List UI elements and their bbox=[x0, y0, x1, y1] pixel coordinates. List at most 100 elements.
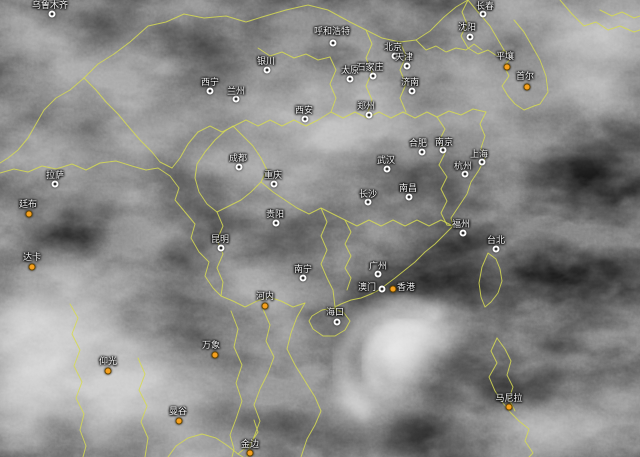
city-label: 兰州 bbox=[226, 87, 246, 97]
cloud-blob bbox=[480, 0, 600, 27]
administrative-border bbox=[467, 47, 505, 57]
cloud-blob bbox=[380, 256, 510, 340]
cloud-blob bbox=[110, 0, 490, 60]
city-label: 南京 bbox=[434, 138, 454, 148]
cloud-blob bbox=[135, 35, 335, 145]
cloud-blob bbox=[475, 95, 640, 245]
city-label: 澳门 bbox=[357, 283, 377, 293]
cloud-blob bbox=[125, 400, 295, 457]
administrative-border bbox=[0, 160, 222, 297]
cloud-blob bbox=[325, 222, 415, 274]
cloud-blob bbox=[180, 110, 370, 214]
city-marker-foreign bbox=[175, 417, 183, 425]
city-marker-foreign bbox=[25, 210, 33, 218]
city-marker-domestic bbox=[492, 245, 500, 253]
cloud-blob bbox=[342, 308, 454, 396]
city-marker-foreign bbox=[505, 403, 513, 411]
administrative-border bbox=[488, 337, 534, 457]
city-label: 呼和浩特 bbox=[313, 27, 351, 37]
cloud-blob bbox=[407, 98, 517, 162]
city-label: 广州 bbox=[368, 262, 388, 272]
administrative-border bbox=[513, 19, 549, 107]
city-marker-domestic bbox=[206, 87, 214, 95]
typhoon-spiral-outer bbox=[334, 297, 445, 423]
administrative-border bbox=[69, 303, 87, 457]
city-marker-domestic bbox=[369, 72, 377, 80]
city-marker-foreign bbox=[503, 63, 511, 71]
city-marker-domestic bbox=[408, 87, 416, 95]
city-marker-domestic bbox=[232, 95, 240, 103]
city-marker-domestic bbox=[346, 75, 354, 83]
city-label: 廷布 bbox=[18, 200, 38, 210]
city-label: 长春 bbox=[475, 2, 495, 12]
city-marker-domestic bbox=[329, 39, 337, 47]
city-label: 仰光 bbox=[98, 357, 118, 367]
city-marker-domestic bbox=[478, 158, 486, 166]
cloud-blob bbox=[360, 0, 500, 36]
city-marker-domestic bbox=[263, 66, 271, 74]
city-marker-foreign bbox=[261, 302, 269, 310]
administrative-border bbox=[559, 0, 640, 33]
city-label: 拉萨 bbox=[45, 171, 65, 181]
city-marker-foreign bbox=[389, 285, 397, 293]
administrative-border bbox=[344, 219, 454, 227]
city-marker-domestic bbox=[301, 115, 309, 123]
administrative-border bbox=[330, 111, 438, 119]
cloud-blob bbox=[250, 415, 410, 457]
administrative-border bbox=[216, 211, 224, 297]
cloud-blob bbox=[430, 38, 590, 134]
administrative-border bbox=[83, 0, 469, 79]
city-marker-domestic bbox=[374, 270, 382, 278]
city-marker-domestic bbox=[270, 180, 278, 188]
city-label: 福州 bbox=[451, 220, 471, 230]
administrative-border bbox=[220, 295, 306, 308]
cloud-blob bbox=[15, 320, 245, 457]
city-marker-domestic bbox=[383, 165, 391, 173]
administrative-border bbox=[501, 57, 535, 111]
administrative-border bbox=[229, 310, 243, 457]
city-label: 马尼拉 bbox=[495, 394, 523, 404]
city-label: 长沙 bbox=[358, 190, 378, 200]
city-marker-domestic bbox=[461, 170, 469, 178]
city-label: 西宁 bbox=[200, 78, 220, 88]
city-marker-foreign bbox=[28, 263, 36, 271]
city-label: 万象 bbox=[201, 341, 221, 351]
city-marker-domestic bbox=[365, 111, 373, 119]
city-label: 重庆 bbox=[263, 171, 283, 181]
city-marker-domestic bbox=[439, 146, 447, 154]
administrative-border bbox=[467, 0, 512, 59]
administrative-border bbox=[308, 307, 351, 337]
city-label: 武汉 bbox=[376, 156, 396, 166]
cloud-blob bbox=[530, 6, 640, 118]
city-label: 石家庄 bbox=[356, 63, 384, 73]
administrative-border bbox=[83, 77, 173, 169]
city-label: 昆明 bbox=[210, 235, 230, 245]
cloud-blob bbox=[245, 300, 355, 364]
city-marker-foreign bbox=[211, 351, 219, 359]
city-label: 上海 bbox=[469, 150, 489, 160]
administrative-border bbox=[365, 29, 373, 113]
city-marker-foreign bbox=[104, 367, 112, 375]
city-label: 河内 bbox=[255, 292, 275, 302]
city-marker-domestic bbox=[235, 163, 243, 171]
administrative-border bbox=[415, 39, 483, 53]
administrative-border bbox=[246, 308, 275, 457]
cloud-blob bbox=[0, 199, 170, 271]
city-label: 银川 bbox=[256, 57, 276, 67]
city-label: 郑州 bbox=[356, 102, 376, 112]
city-label: 成都 bbox=[228, 154, 248, 164]
city-label: 首尔 bbox=[515, 72, 535, 82]
city-marker-domestic bbox=[466, 33, 474, 41]
cloud-blob bbox=[540, 123, 630, 167]
cloud-blob bbox=[580, 358, 640, 434]
city-label: 金边 bbox=[240, 440, 260, 450]
city-marker-domestic bbox=[378, 285, 386, 293]
city-label: 海口 bbox=[325, 308, 345, 318]
city-label: 南宁 bbox=[293, 265, 313, 275]
administrative-border bbox=[399, 41, 407, 113]
